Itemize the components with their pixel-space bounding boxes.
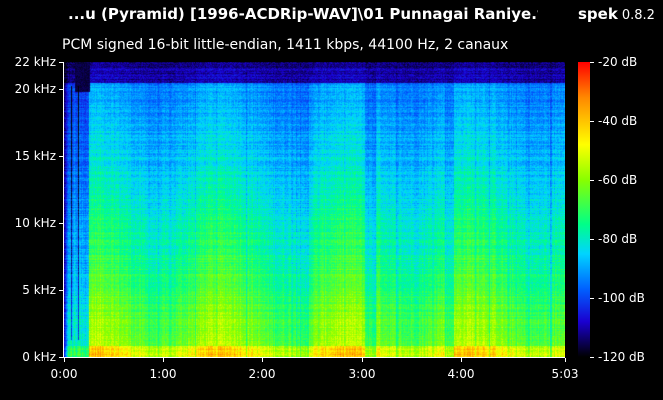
x-tick-label: 0:00: [50, 367, 78, 381]
y-tick-label: 0 kHz: [22, 350, 56, 364]
file-info: PCM signed 16-bit little-endian, 1411 kb…: [62, 37, 509, 53]
x-tick-label: 3:00: [348, 367, 376, 381]
db-tick-label: -80 dB: [598, 232, 638, 246]
x-tick: [362, 358, 363, 362]
x-tick: [163, 358, 164, 362]
y-tick: [59, 62, 63, 63]
x-tick-label: 5:03: [551, 367, 579, 381]
y-tick-label: 20 kHz: [14, 82, 56, 96]
y-axis-line: [63, 62, 64, 357]
db-tick: [590, 121, 594, 122]
y-tick: [59, 89, 63, 90]
db-tick-label: -120 dB: [598, 350, 645, 364]
x-tick-label: 1:00: [149, 367, 177, 381]
db-tick: [590, 239, 594, 240]
db-tick-label: -100 dB: [598, 291, 645, 305]
window-title: ...u (Pyramid) [1996-ACDRip-WAV]\01 Punn…: [68, 5, 538, 23]
y-tick-label: 15 kHz: [14, 149, 56, 163]
db-tick-label: -40 dB: [598, 114, 638, 128]
x-tick: [565, 358, 566, 362]
db-tick: [590, 298, 594, 299]
spectrogram-plot: [64, 62, 565, 357]
y-tick-label: 5 kHz: [22, 283, 56, 297]
x-tick-label: 4:00: [447, 367, 475, 381]
x-axis-line: [63, 357, 565, 358]
y-tick-label: 10 kHz: [14, 216, 56, 230]
x-tick: [461, 358, 462, 362]
y-tick: [59, 357, 63, 358]
db-tick: [590, 357, 594, 358]
spectrogram-canvas: [64, 62, 565, 357]
x-tick-label: 2:00: [248, 367, 276, 381]
app-brand: spek 0.8.2: [578, 4, 655, 26]
x-tick: [262, 358, 263, 362]
db-tick-label: -20 dB: [598, 55, 638, 69]
db-tick: [590, 180, 594, 181]
y-tick: [59, 156, 63, 157]
db-tick: [590, 62, 594, 63]
app-name: spek: [578, 5, 618, 23]
color-scale-bar: [578, 62, 590, 357]
db-tick-label: -60 dB: [598, 173, 638, 187]
y-tick-label: 22 kHz: [14, 55, 56, 69]
app-version: 0.8.2: [621, 8, 655, 23]
x-tick: [64, 358, 65, 362]
y-tick: [59, 290, 63, 291]
y-tick: [59, 223, 63, 224]
